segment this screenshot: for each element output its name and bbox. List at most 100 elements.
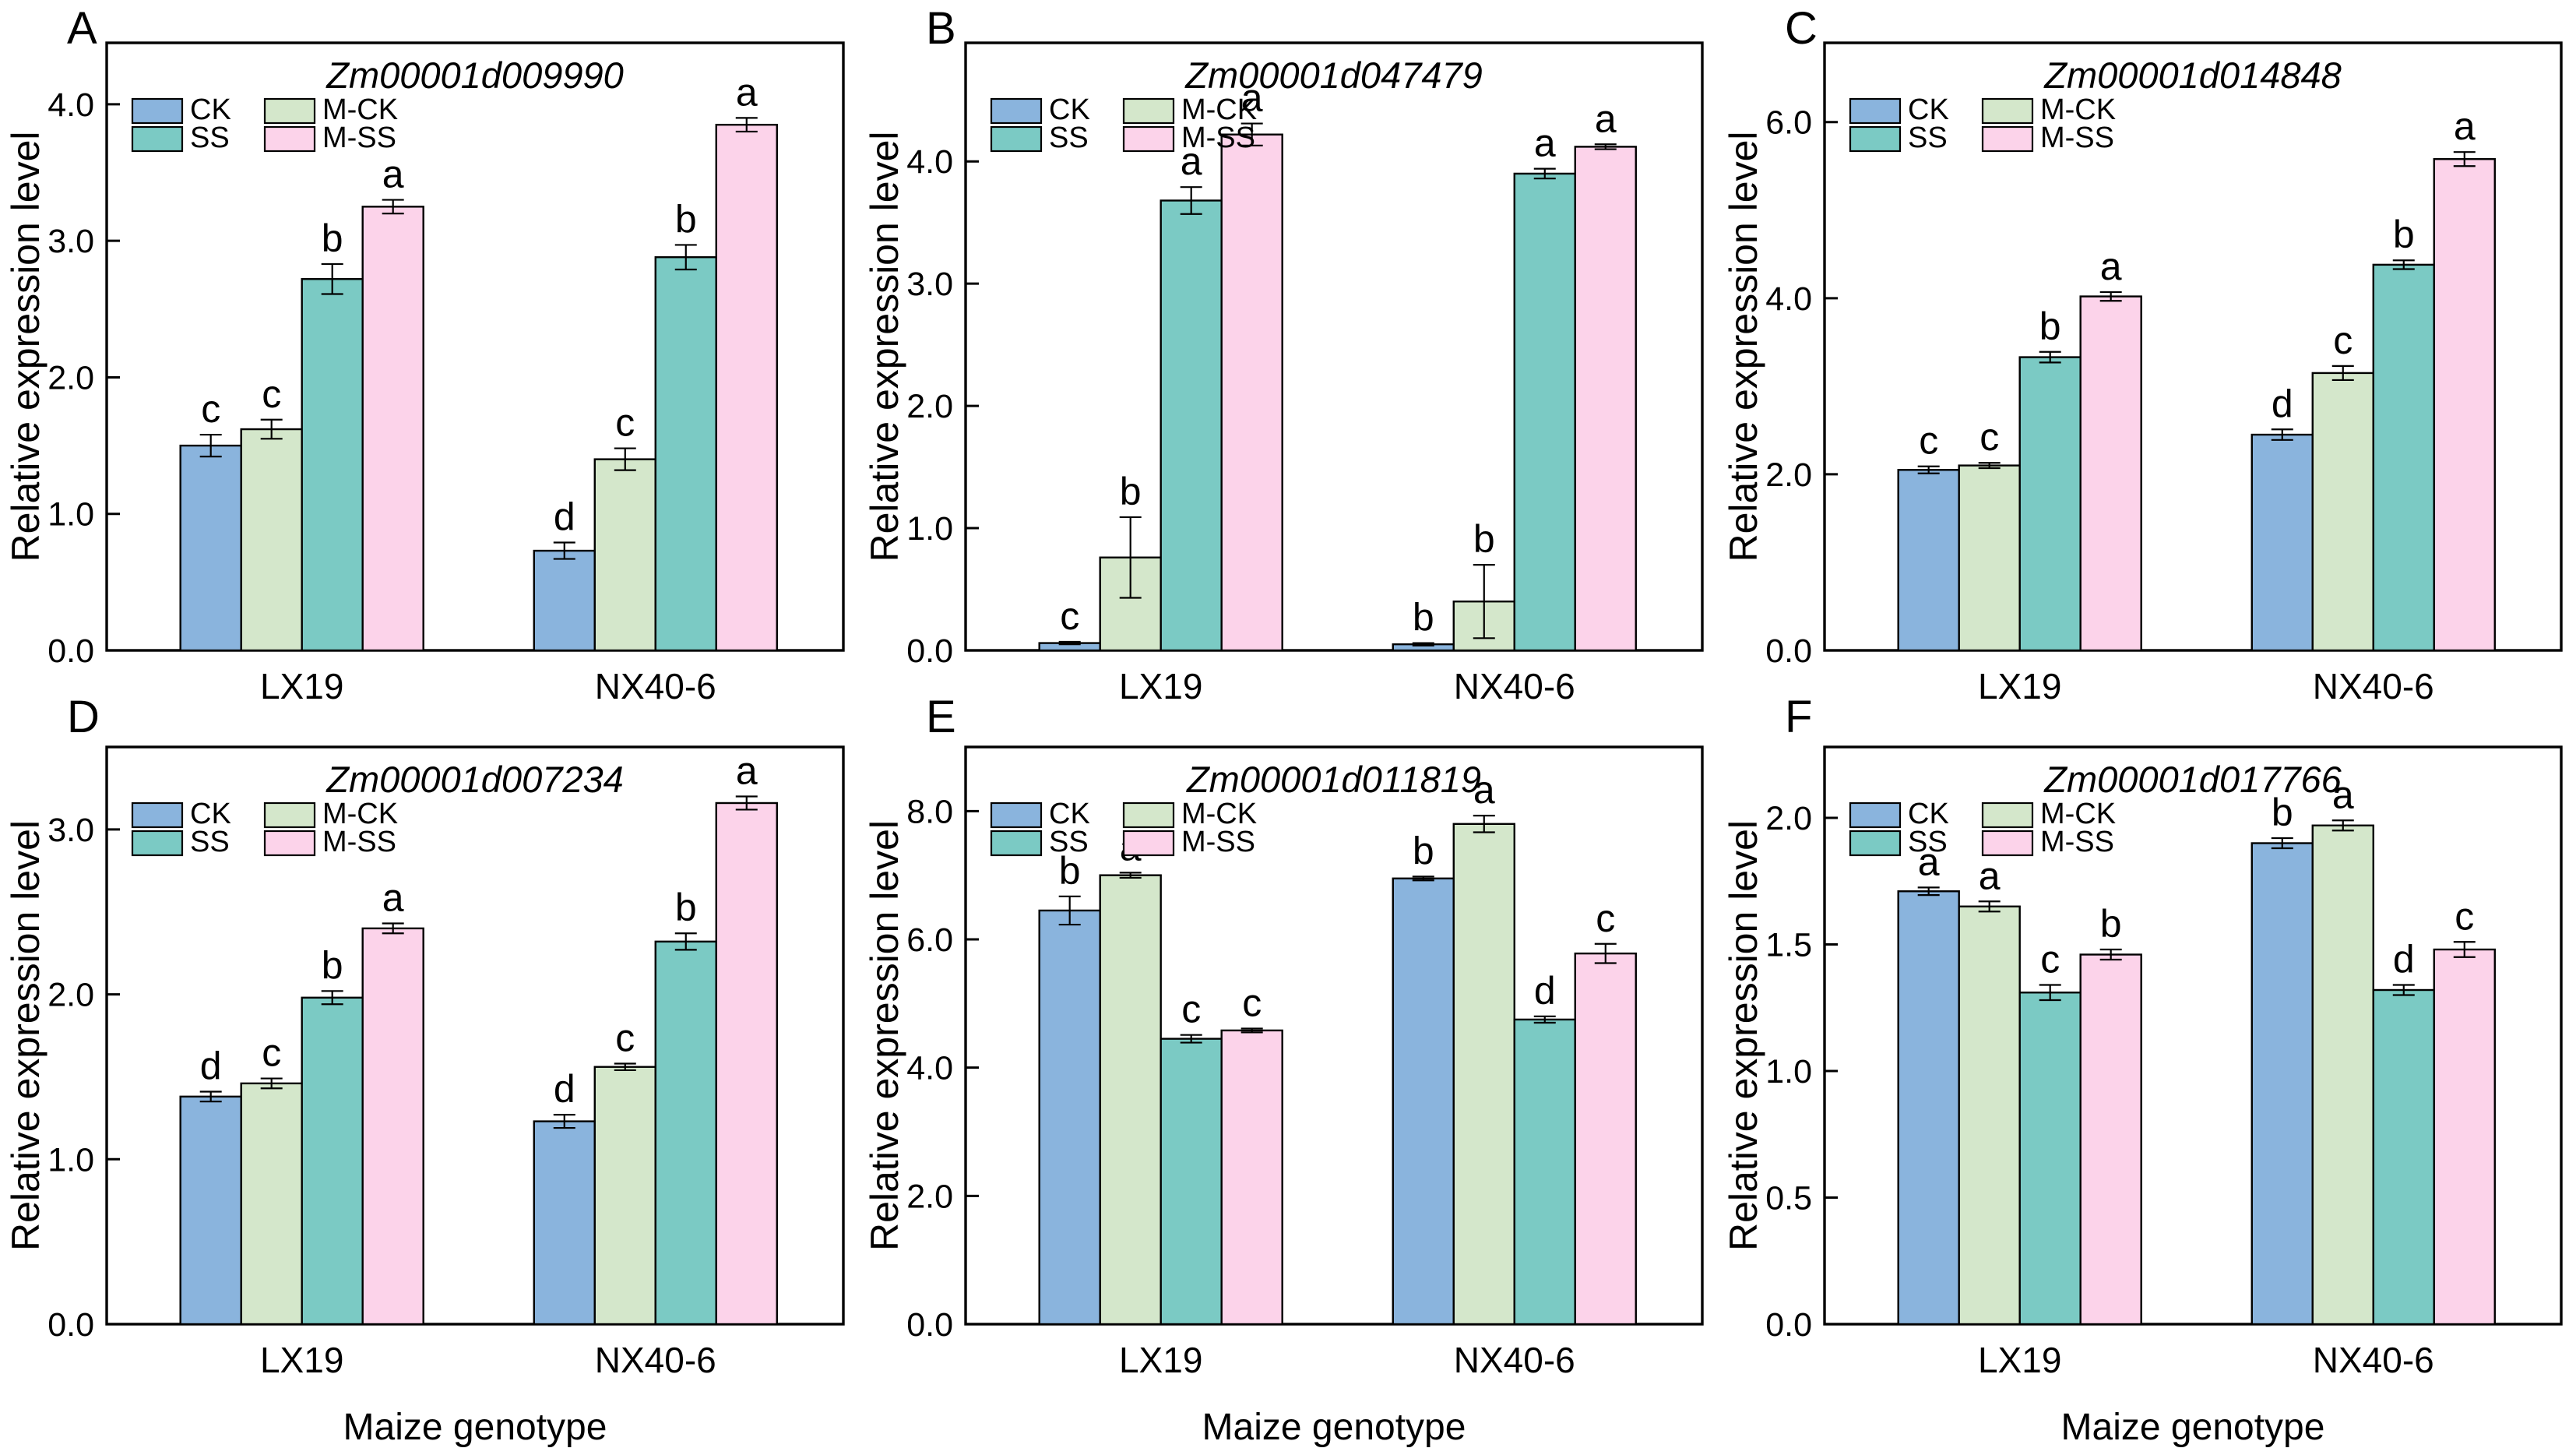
sig-letter-CK-NX40-6: b bbox=[1413, 829, 1434, 872]
plot-box bbox=[105, 745, 845, 1326]
legend-swatch-M-CK bbox=[1122, 97, 1175, 125]
y-tick-label: 4.0 bbox=[906, 143, 953, 181]
y-axis-title: Relative expression level bbox=[4, 131, 48, 562]
bar-CK-LX19 bbox=[179, 1095, 242, 1326]
panel-title: Zm00001d009990 bbox=[326, 55, 624, 96]
bar-CK-NX40-6 bbox=[2250, 842, 2314, 1326]
y-axis-title: Relative expression level bbox=[4, 820, 48, 1251]
sig-letter-CK-NX40-6: b bbox=[1413, 596, 1434, 639]
legend-label-M-SS: M-SS bbox=[2040, 826, 2114, 858]
y-tick-label: 3.0 bbox=[906, 266, 953, 303]
sig-letter-CK-LX19: d bbox=[200, 1044, 222, 1087]
x-category-label-LX19: LX19 bbox=[260, 666, 343, 706]
legend-swatch-M-SS bbox=[1981, 830, 2034, 857]
bar-CK-LX19 bbox=[1897, 469, 1960, 652]
bar-M-CK-NX40-6 bbox=[1452, 823, 1515, 1326]
bar-M-CK-NX40-6 bbox=[2311, 824, 2374, 1326]
legend-label-M-SS: M-SS bbox=[322, 826, 396, 858]
legend-label-CK: CK bbox=[190, 93, 231, 126]
legend-label-CK: CK bbox=[1049, 93, 1090, 126]
y-axis-title: Relative expression level bbox=[863, 131, 906, 562]
panel-letter-B: B bbox=[926, 3, 956, 54]
legend-swatch-SS bbox=[1849, 830, 1902, 857]
y-tick-label: 2.0 bbox=[48, 359, 94, 396]
sig-letter-M-CK-LX19: c bbox=[262, 372, 281, 416]
sig-letter-M-CK-LX19: a bbox=[1979, 854, 2001, 897]
legend-swatch-CK bbox=[1849, 97, 1902, 125]
y-tick-label: 0.0 bbox=[48, 632, 94, 670]
bar-SS-LX19 bbox=[1160, 199, 1223, 652]
y-tick-label: 2.0 bbox=[906, 1178, 953, 1215]
sig-letter-SS-NX40-6: d bbox=[2393, 938, 2415, 981]
legend-swatch-M-SS bbox=[1122, 125, 1175, 153]
bar-M-CK-LX19 bbox=[1958, 464, 2021, 652]
bar-M-CK-LX19 bbox=[1099, 874, 1162, 1326]
bar-M-SS-NX40-6 bbox=[1574, 146, 1637, 652]
legend-label-M-SS: M-SS bbox=[322, 122, 396, 154]
y-tick-label: 0.0 bbox=[1765, 1306, 1812, 1344]
sig-letter-CK-NX40-6: d bbox=[554, 1067, 575, 1111]
sig-letter-M-CK-NX40-6: c bbox=[615, 401, 635, 445]
legend-swatch-M-CK bbox=[263, 802, 316, 829]
x-category-label-NX40-6: NX40-6 bbox=[1454, 666, 1575, 706]
legend-swatch-M-CK bbox=[263, 97, 316, 125]
sig-letter-CK-LX19: c bbox=[201, 387, 220, 431]
legend-swatch-CK bbox=[131, 97, 184, 125]
legend-swatch-SS bbox=[1849, 125, 1902, 153]
x-category-label-NX40-6: NX40-6 bbox=[1454, 1340, 1575, 1380]
x-category-label-NX40-6: NX40-6 bbox=[2313, 666, 2434, 706]
sig-letter-M-SS-LX19: a bbox=[382, 876, 404, 920]
legend-label-M-CK: M-CK bbox=[2040, 798, 2116, 830]
legend-swatch-M-CK bbox=[1981, 802, 2034, 829]
sig-letter-M-SS-LX19: c bbox=[1242, 981, 1262, 1024]
bar-M-SS-LX19 bbox=[2079, 953, 2142, 1326]
panel-A: Zm00001d009990 0.0 1.0 2.0 3.0 4.0 Relative ex… bbox=[0, 0, 859, 724]
sig-letter-M-SS-NX40-6: c bbox=[2455, 894, 2474, 938]
bar-M-CK-LX19 bbox=[240, 1082, 303, 1326]
bar-M-SS-LX19 bbox=[361, 927, 424, 1326]
y-axis-title: Relative expression level bbox=[863, 820, 906, 1251]
sig-letter-M-CK-NX40-6: b bbox=[1473, 517, 1495, 561]
bar-M-SS-NX40-6 bbox=[1574, 952, 1637, 1326]
x-axis-title: Maize genotype bbox=[343, 1407, 607, 1448]
y-tick-label: 2.0 bbox=[48, 977, 94, 1014]
panel-letter-D: D bbox=[67, 692, 100, 742]
bar-CK-LX19 bbox=[1897, 890, 1960, 1326]
panel-C: Zm00001d014848 0.0 2.0 4.0 6.0 Relative expre… bbox=[1718, 0, 2576, 724]
bar-SS-LX19 bbox=[301, 996, 364, 1326]
y-tick-label: 2.0 bbox=[906, 388, 953, 425]
sig-letter-SS-LX19: c bbox=[2040, 938, 2060, 981]
panel-letter-A: A bbox=[67, 3, 97, 54]
sig-letter-M-SS-NX40-6: a bbox=[736, 70, 758, 114]
bar-M-SS-NX40-6 bbox=[2433, 948, 2496, 1326]
legend-swatch-SS bbox=[990, 125, 1043, 153]
panel-letter-E: E bbox=[926, 692, 956, 742]
legend-label-SS: SS bbox=[1908, 826, 1948, 858]
bar-SS-NX40-6 bbox=[654, 255, 717, 652]
x-category-label-NX40-6: NX40-6 bbox=[595, 1340, 716, 1380]
legend-label-SS: SS bbox=[1049, 122, 1089, 154]
panel-B: Zm00001d047479 0.0 1.0 2.0 3.0 4.0 Relative ex… bbox=[859, 0, 1718, 724]
legend-swatch-SS bbox=[131, 125, 184, 153]
legend-label-CK: CK bbox=[190, 798, 231, 830]
sig-letter-CK-NX40-6: d bbox=[2272, 382, 2293, 425]
bar-CK-LX19 bbox=[179, 444, 242, 652]
sig-letter-SS-LX19: b bbox=[2039, 305, 2061, 348]
sig-letter-M-SS-LX19: b bbox=[2100, 902, 2122, 946]
y-tick-label: 1.5 bbox=[1765, 927, 1812, 964]
x-category-label-LX19: LX19 bbox=[1978, 1340, 2061, 1380]
legend-swatch-CK bbox=[1849, 802, 1902, 829]
bar-M-CK-NX40-6 bbox=[593, 458, 656, 652]
sig-letter-CK-LX19: c bbox=[1919, 419, 1938, 463]
panel-letter-C: C bbox=[1785, 3, 1818, 54]
legend-label-SS: SS bbox=[1049, 826, 1089, 858]
bar-M-CK-NX40-6 bbox=[593, 1066, 656, 1326]
sig-letter-M-CK-NX40-6: c bbox=[615, 1016, 635, 1059]
panel-title: Zm00001d011819 bbox=[1186, 759, 1481, 800]
sig-letter-M-SS-LX19: a bbox=[2100, 245, 2122, 288]
bar-M-CK-LX19 bbox=[240, 428, 303, 652]
bar-CK-NX40-6 bbox=[1392, 877, 1455, 1326]
sig-letter-M-CK-NX40-6: c bbox=[2333, 319, 2353, 362]
